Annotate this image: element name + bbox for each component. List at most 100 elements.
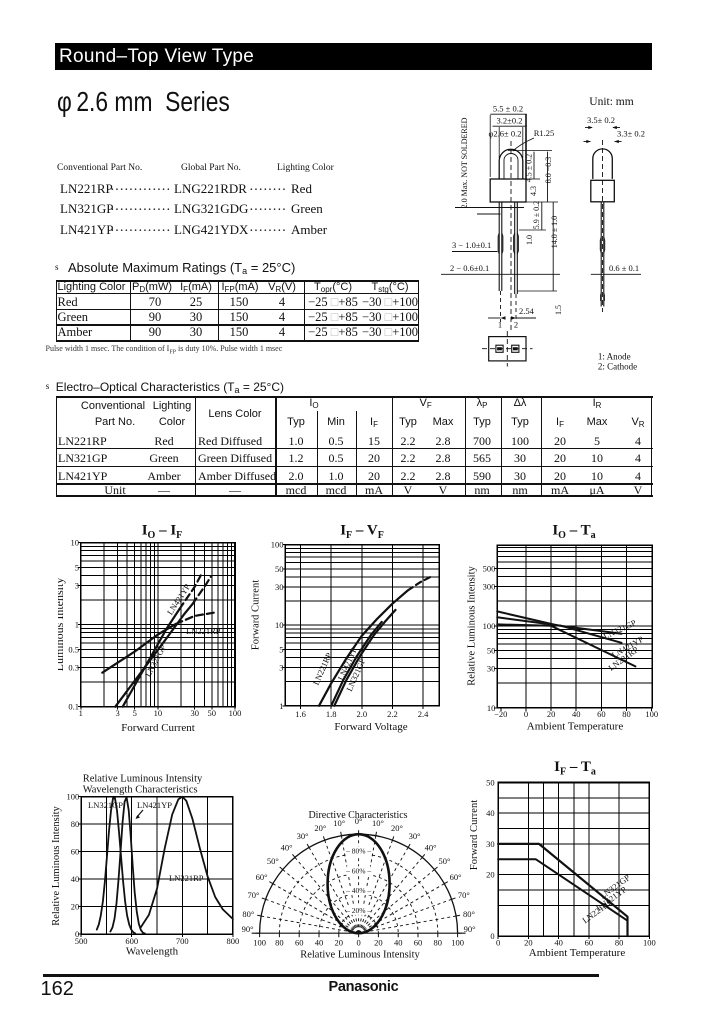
svg-text:Forward Current: Forward Current xyxy=(469,800,480,870)
svg-text:3.2±0.2: 3.2±0.2 xyxy=(497,116,523,126)
svg-text:60: 60 xyxy=(585,938,594,948)
svg-text:Wavelength: Wavelength xyxy=(126,946,179,958)
svg-text:3.3± 0.2: 3.3± 0.2 xyxy=(617,129,645,139)
svg-text:−20: −20 xyxy=(494,709,507,719)
svg-text:Ambient Temperature: Ambient Temperature xyxy=(527,721,624,733)
svg-text:1.6: 1.6 xyxy=(295,709,306,719)
svg-text:60°: 60° xyxy=(256,872,268,882)
svg-text:40°: 40° xyxy=(425,842,437,852)
svg-text:IO – IF: IO – IF xyxy=(142,523,183,542)
svg-text:8.0 −0.3: 8.0 −0.3 xyxy=(544,157,553,184)
svg-text:1.5: 1.5 xyxy=(554,305,563,315)
svg-text:300: 300 xyxy=(483,582,496,592)
svg-text:800: 800 xyxy=(227,936,240,946)
svg-text:100: 100 xyxy=(271,540,284,550)
svg-text:10°: 10° xyxy=(333,818,345,828)
svg-text:40: 40 xyxy=(486,808,495,818)
svg-text:Relative Luminous Intensity: Relative Luminous Intensity xyxy=(83,774,203,785)
svg-text:10: 10 xyxy=(71,538,80,548)
svg-text:40: 40 xyxy=(572,709,581,719)
svg-text:80: 80 xyxy=(71,819,80,829)
svg-text:100: 100 xyxy=(483,621,496,631)
svg-text:– 80% –: – 80% – xyxy=(345,847,371,856)
svg-text:5: 5 xyxy=(133,708,137,718)
svg-text:500: 500 xyxy=(75,936,88,946)
svg-text:– 40% –: – 40% – xyxy=(345,886,371,895)
svg-text:2: 2 xyxy=(514,320,518,330)
svg-text:R1.25: R1.25 xyxy=(534,128,555,138)
svg-text:0: 0 xyxy=(75,929,79,939)
svg-text:40: 40 xyxy=(394,938,403,948)
svg-text:90°: 90° xyxy=(242,924,254,934)
svg-text:Forward Current: Forward Current xyxy=(121,722,195,734)
svg-text:3: 3 xyxy=(115,708,119,718)
svg-text:40°: 40° xyxy=(281,842,293,852)
svg-text:Forward Current: Forward Current xyxy=(251,580,262,650)
svg-text:70°: 70° xyxy=(247,890,259,900)
svg-text:80: 80 xyxy=(434,938,443,948)
svg-text:40: 40 xyxy=(71,874,80,884)
svg-text:20°: 20° xyxy=(314,823,326,833)
svg-text:80: 80 xyxy=(275,938,284,948)
svg-text:100: 100 xyxy=(253,938,266,948)
svg-text:2: Cathode: 2: Cathode xyxy=(598,362,637,372)
svg-text:IF – VF: IF – VF xyxy=(340,523,384,542)
svg-text:30: 30 xyxy=(190,708,199,718)
svg-text:50: 50 xyxy=(486,778,495,788)
svg-text:50: 50 xyxy=(208,708,217,718)
svg-text:1.0: 1.0 xyxy=(525,235,534,245)
svg-text:60°: 60° xyxy=(450,872,462,882)
svg-text:5.5 ± 0.2: 5.5 ± 0.2 xyxy=(493,104,523,114)
svg-text:4.3: 4.3 xyxy=(529,186,538,196)
svg-text:700: 700 xyxy=(176,936,189,946)
svg-text:Luminous Intensity: Luminous Intensity xyxy=(58,578,66,672)
svg-text:0.5: 0.5 xyxy=(68,644,79,654)
svg-text:3.5± 0.2: 3.5± 0.2 xyxy=(587,115,615,125)
svg-text:2.54: 2.54 xyxy=(519,306,535,316)
svg-text:0°: 0° xyxy=(355,816,363,826)
svg-text:20°: 20° xyxy=(391,823,403,833)
svg-text:100: 100 xyxy=(645,709,658,719)
svg-text:50°: 50° xyxy=(438,856,450,866)
svg-text:100: 100 xyxy=(67,792,80,802)
svg-text:10: 10 xyxy=(487,703,496,713)
svg-text:LN221RP: LN221RP xyxy=(169,873,204,883)
svg-text:1: 1 xyxy=(75,620,79,630)
svg-text:LN321GP: LN321GP xyxy=(88,800,123,810)
svg-text:Ambient Temperature: Ambient Temperature xyxy=(529,947,626,959)
svg-text:5.9 ± 0.2: 5.9 ± 0.2 xyxy=(532,201,541,229)
svg-text:0: 0 xyxy=(490,931,494,941)
svg-text:100: 100 xyxy=(643,938,656,948)
svg-text:5: 5 xyxy=(279,645,283,655)
svg-text:IO – Ta: IO – Ta xyxy=(552,523,595,542)
svg-text:70°: 70° xyxy=(458,890,470,900)
svg-text:30: 30 xyxy=(275,582,284,592)
svg-text:LN421YP: LN421YP xyxy=(137,800,172,810)
svg-text:– 60% –: – 60% – xyxy=(345,866,371,875)
svg-text:60: 60 xyxy=(414,938,423,948)
svg-text:0: 0 xyxy=(524,709,528,719)
svg-text:40: 40 xyxy=(554,938,563,948)
svg-text:Directive Characteristics: Directive Characteristics xyxy=(308,810,407,821)
svg-text:90°: 90° xyxy=(464,924,476,934)
svg-text:2.0: 2.0 xyxy=(356,709,367,719)
svg-text:Forward Voltage: Forward Voltage xyxy=(334,721,407,733)
svg-text:600: 600 xyxy=(125,936,138,946)
svg-text:1: 1 xyxy=(498,320,502,330)
svg-text:30°: 30° xyxy=(409,831,421,841)
svg-text:3 − 1.0±0.1: 3 − 1.0±0.1 xyxy=(452,240,491,250)
svg-text:20: 20 xyxy=(71,902,80,912)
svg-text:100: 100 xyxy=(229,708,242,718)
svg-text:30°: 30° xyxy=(297,831,309,841)
svg-text:5: 5 xyxy=(75,562,79,572)
svg-text:0: 0 xyxy=(356,938,360,948)
svg-text:– 20% –: – 20% – xyxy=(345,906,371,915)
svg-text:14.0 ± 1.0: 14.0 ± 1.0 xyxy=(550,216,559,248)
svg-text:Wavelength Characteristics: Wavelength Characteristics xyxy=(83,785,198,796)
svg-text:40: 40 xyxy=(315,938,324,948)
svg-text:2.0 Max. NOT SOLDERED: 2.0 Max. NOT SOLDERED xyxy=(460,117,469,208)
svg-text:Relative Luminous Intensity: Relative Luminous Intensity xyxy=(300,950,420,961)
svg-text:4.5 ± 0.2: 4.5 ± 0.2 xyxy=(525,154,534,182)
svg-text:2 − 0.6±0.1: 2 − 0.6±0.1 xyxy=(450,263,489,273)
svg-text:60: 60 xyxy=(295,938,304,948)
